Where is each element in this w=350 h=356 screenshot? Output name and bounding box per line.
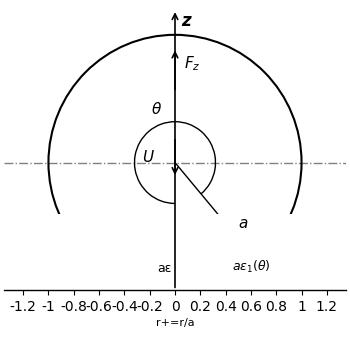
Polygon shape xyxy=(97,280,127,290)
Text: z: z xyxy=(181,12,191,30)
Polygon shape xyxy=(154,280,184,290)
Text: $a\varepsilon_1(\theta)$: $a\varepsilon_1(\theta)$ xyxy=(232,259,270,275)
Polygon shape xyxy=(179,280,209,290)
Polygon shape xyxy=(213,280,243,290)
Text: a: a xyxy=(238,216,247,231)
X-axis label: r+=r/a: r+=r/a xyxy=(156,318,194,328)
Text: θ: θ xyxy=(151,102,161,117)
Text: $F_z$: $F_z$ xyxy=(184,54,201,73)
Text: aε: aε xyxy=(158,262,172,275)
Polygon shape xyxy=(134,280,165,290)
Text: U: U xyxy=(142,150,154,165)
